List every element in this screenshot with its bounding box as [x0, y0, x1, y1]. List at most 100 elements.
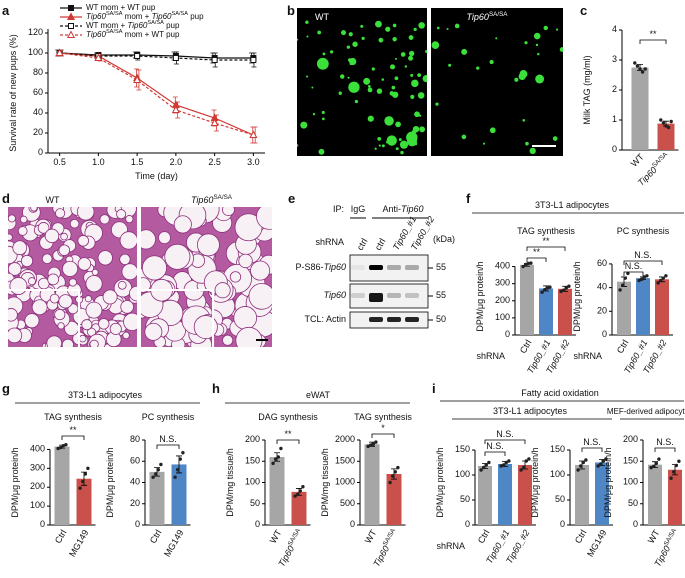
data-point — [643, 67, 647, 71]
ip-label: IP: — [333, 204, 344, 214]
y-tick-label: 200 — [495, 295, 510, 305]
lipid-droplet — [454, 23, 460, 29]
lipid-droplet — [317, 30, 322, 35]
error-bar — [391, 468, 397, 480]
lipid-droplet — [376, 88, 383, 94]
tissue-cell — [8, 233, 13, 241]
x-tick-label: MG149 — [162, 528, 185, 559]
legend-label: Tip60SA/SA mom + WT pup — [86, 29, 180, 39]
significance-bracket — [526, 246, 566, 251]
lipid-droplet — [417, 92, 425, 99]
data-point — [656, 281, 660, 285]
tissue-cell — [102, 289, 118, 305]
lipid-droplet — [419, 126, 426, 133]
y-tick-label: 0 — [633, 519, 638, 529]
significance-label: N.S. — [583, 437, 601, 447]
tissue-cell — [121, 263, 137, 281]
panel-label: d — [2, 191, 10, 206]
lipid-droplet — [559, 47, 563, 52]
y-tick-label: 200 — [623, 434, 638, 444]
data-point — [672, 470, 676, 474]
x-tick-label: 1.0 — [92, 157, 105, 167]
y-axis-label: DPM/μg protein/h — [572, 261, 582, 331]
lipid-droplet — [361, 36, 365, 41]
tissue-cell — [58, 294, 73, 309]
y-tick-label: 2 — [612, 84, 617, 94]
panel-label: e — [288, 191, 295, 206]
tissue-cell — [250, 260, 271, 281]
lipid-droplet — [311, 86, 314, 89]
lipid-droplet — [305, 20, 309, 24]
chart-title: DAG synthesis — [258, 412, 318, 422]
marker — [210, 118, 219, 126]
tissue-cell — [109, 322, 122, 335]
series-line — [59, 52, 254, 61]
lipid-droplet — [543, 25, 548, 31]
data-point — [293, 494, 297, 498]
y-tick-label: 0 — [560, 519, 565, 529]
bar — [636, 278, 650, 335]
lipid-droplet — [552, 136, 558, 141]
tissue-cell — [214, 282, 231, 299]
data-point — [637, 278, 641, 283]
tissue-cell — [120, 300, 134, 314]
y-axis-label: DPM/μg protein/h — [530, 447, 540, 517]
image-background — [431, 8, 563, 156]
tissue-cell — [123, 312, 137, 332]
bar — [558, 288, 572, 335]
lipid-droplet — [399, 140, 409, 149]
kda-value: 50 — [436, 314, 446, 324]
data-point — [626, 271, 630, 276]
data-point — [83, 472, 88, 476]
lipid-droplet — [489, 127, 496, 134]
significance-label: N.S. — [159, 434, 177, 444]
lipid-droplet — [411, 79, 419, 88]
blot-band — [387, 317, 401, 322]
x-tick-label: Ctrl — [53, 528, 69, 545]
legend-marker — [68, 23, 74, 29]
bar — [171, 464, 187, 525]
ip-group: Anti-Tip60 — [383, 204, 424, 214]
bar — [657, 123, 675, 150]
x-tick-label: MG149 — [67, 528, 90, 559]
x-tick-label: 0.5 — [53, 157, 66, 167]
bar — [76, 478, 92, 525]
lipid-droplet — [391, 85, 396, 90]
lipid-droplet — [312, 113, 316, 116]
data-point — [391, 474, 395, 478]
lipid-droplet — [394, 76, 399, 81]
y-axis-label: DPM/μg protein/h — [10, 447, 20, 517]
image-label: WT — [46, 195, 60, 205]
x-tick-label: Ctrl — [573, 528, 589, 545]
data-point — [274, 457, 278, 461]
bar — [478, 466, 492, 525]
lipid-droplet — [410, 73, 414, 77]
lipid-droplet — [436, 26, 440, 30]
lipid-droplet — [411, 130, 417, 135]
tissue-cell — [193, 315, 218, 340]
legend-marker — [66, 12, 76, 20]
data-point — [173, 475, 177, 479]
significance-bracket — [61, 435, 85, 440]
tissue-cell — [27, 277, 36, 286]
significance-bracket — [623, 260, 663, 265]
lipid-droplet — [537, 52, 540, 56]
lipid-droplet — [400, 52, 406, 57]
lipid-droplet — [340, 30, 347, 36]
tissue-cell — [20, 215, 28, 224]
x-prefix: shRNA — [476, 351, 505, 361]
lipid-droplet — [435, 102, 439, 106]
y-axis-label: DPM/μg protein/h — [435, 447, 445, 517]
panel-label: h — [212, 381, 220, 396]
significance-label: ** — [69, 425, 77, 435]
tissue-cell — [256, 207, 272, 230]
tissue-cell — [9, 277, 28, 295]
data-point — [666, 125, 671, 130]
data-point — [642, 275, 646, 279]
data-point — [507, 459, 511, 463]
x-tick-label: 1.5 — [131, 157, 144, 167]
lipid-droplet — [318, 148, 325, 155]
y-tick-label: 4 — [612, 24, 617, 34]
data-point — [579, 464, 583, 468]
x-tick-label: WT — [363, 528, 379, 546]
